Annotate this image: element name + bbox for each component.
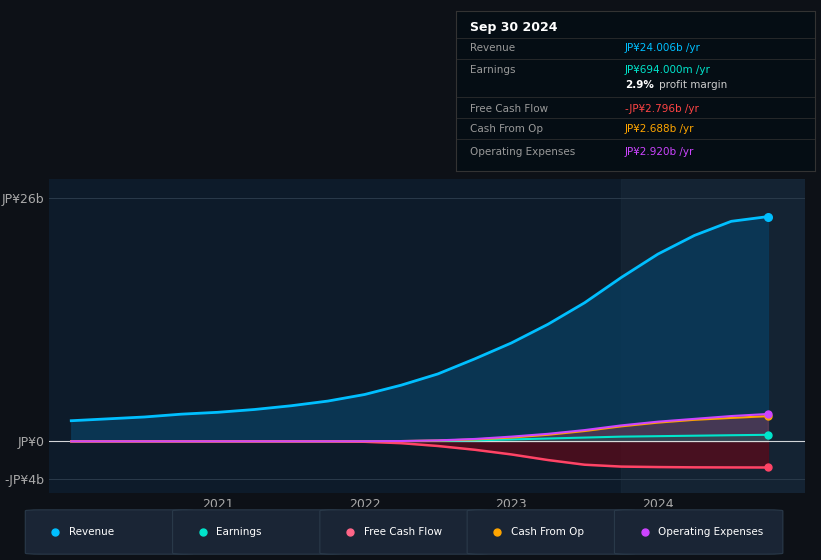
FancyBboxPatch shape — [320, 510, 488, 554]
Text: Free Cash Flow: Free Cash Flow — [364, 527, 442, 537]
Text: Operating Expenses: Operating Expenses — [658, 527, 764, 537]
Text: Free Cash Flow: Free Cash Flow — [470, 104, 548, 114]
Point — [761, 412, 774, 421]
Text: Operating Expenses: Operating Expenses — [470, 147, 576, 157]
Text: profit margin: profit margin — [658, 81, 727, 90]
Point — [761, 212, 774, 221]
Text: Revenue: Revenue — [69, 527, 114, 537]
Point — [761, 409, 774, 418]
Text: Earnings: Earnings — [217, 527, 262, 537]
FancyBboxPatch shape — [172, 510, 341, 554]
Bar — [621, 179, 821, 493]
Text: Sep 30 2024: Sep 30 2024 — [470, 21, 557, 34]
FancyBboxPatch shape — [614, 510, 783, 554]
Text: 2.9%: 2.9% — [625, 81, 654, 90]
Text: JP¥2.920b /yr: JP¥2.920b /yr — [625, 147, 694, 157]
Text: Cash From Op: Cash From Op — [470, 124, 543, 133]
Text: -JP¥2.796b /yr: -JP¥2.796b /yr — [625, 104, 699, 114]
FancyBboxPatch shape — [25, 510, 194, 554]
FancyBboxPatch shape — [467, 510, 635, 554]
Text: JP¥2.688b /yr: JP¥2.688b /yr — [625, 124, 695, 133]
Text: JP¥694.000m /yr: JP¥694.000m /yr — [625, 66, 710, 75]
Text: Revenue: Revenue — [470, 43, 515, 53]
Text: Cash From Op: Cash From Op — [511, 527, 584, 537]
Text: JP¥24.006b /yr: JP¥24.006b /yr — [625, 43, 700, 53]
Point — [761, 463, 774, 472]
Point — [761, 430, 774, 439]
Text: Earnings: Earnings — [470, 66, 516, 75]
